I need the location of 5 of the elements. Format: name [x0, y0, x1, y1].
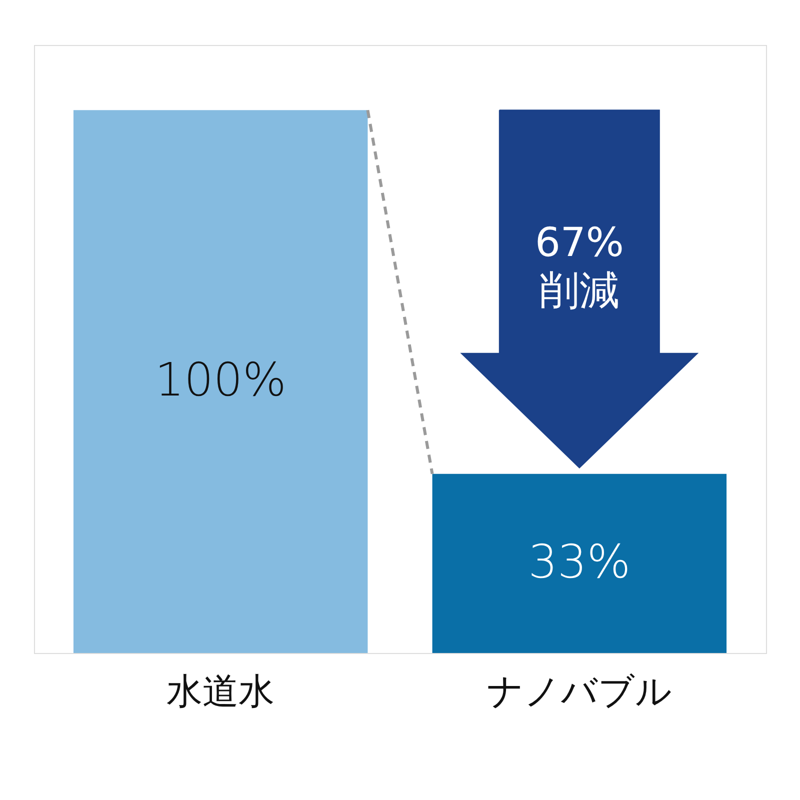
data-label: 100%	[154, 352, 286, 407]
x-tick-label: ナノバブル	[486, 672, 672, 712]
data-label: 33%	[528, 534, 631, 588]
annotation: 67% 削減	[534, 220, 624, 314]
x-tick-label: 水道水	[166, 672, 275, 712]
